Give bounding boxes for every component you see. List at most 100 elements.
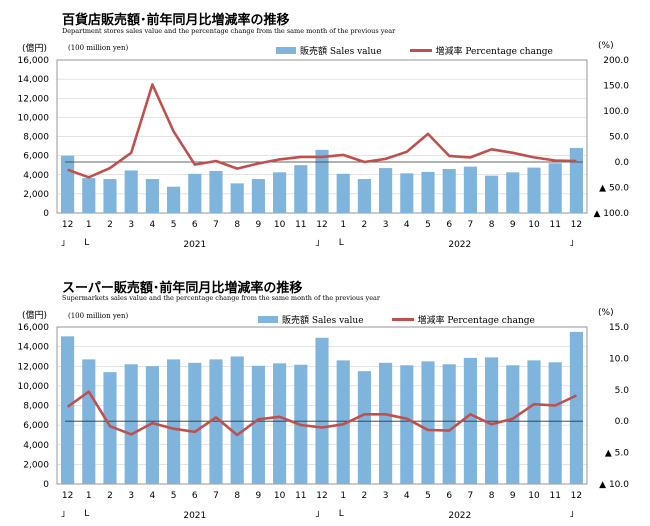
right-axis-unit: (%): [598, 308, 614, 318]
x-bracket-mark: 」: [61, 509, 70, 519]
bar: [188, 362, 202, 484]
left-tick-label: 0: [43, 209, 49, 219]
x-tick-label: 11: [549, 491, 560, 501]
bar: [167, 186, 181, 213]
left-tick-label: 10,000: [18, 382, 50, 392]
legend-bar-label: 販売額 Sales value: [282, 316, 364, 326]
right-tick-label: 10.0: [609, 354, 629, 364]
bar: [273, 363, 287, 484]
bar: [485, 175, 499, 213]
bar: [188, 173, 202, 213]
bar: [506, 172, 520, 213]
bar: [379, 168, 393, 213]
x-tick-label: 4: [404, 491, 410, 501]
x-year-label: 2022: [448, 240, 471, 250]
x-tick-label: 10: [528, 491, 540, 501]
bar: [209, 170, 223, 213]
x-bracket-mark: 」: [61, 238, 70, 248]
x-tick-label: 12: [62, 220, 73, 230]
left-tick-label: 16,000: [18, 323, 50, 333]
legend-bar-swatch: [258, 316, 278, 323]
x-tick-label: 4: [150, 220, 156, 230]
right-axis-unit: (%): [598, 41, 614, 51]
x-tick-label: 11: [295, 491, 306, 501]
x-tick-label: 9: [510, 491, 516, 501]
bar: [251, 365, 265, 484]
x-tick-label: 8: [489, 220, 495, 230]
x-tick-label: 9: [510, 220, 516, 230]
bar: [357, 371, 371, 484]
x-tick-label: 6: [446, 220, 452, 230]
x-tick-label: 1: [86, 491, 92, 501]
left-tick-label: 12,000: [18, 94, 50, 104]
x-tick-label: 3: [383, 491, 389, 501]
left-axis-unit: (億円): [22, 311, 48, 321]
x-tick-label: 12: [571, 220, 582, 230]
bar: [273, 172, 287, 213]
legend: 販売額 Sales value 増減率 Percentage change: [258, 313, 535, 326]
chart-title: 百貨店販売額･前年同月比増減率の推移: [62, 13, 290, 28]
bar: [442, 364, 456, 484]
bar: [103, 179, 117, 213]
left-tick-label: 14,000: [18, 343, 50, 353]
left-tick-label: 8,000: [23, 402, 49, 412]
x-tick-label: 5: [425, 491, 431, 501]
bar: [103, 372, 117, 484]
x-tick-label: 12: [62, 491, 73, 501]
right-tick-label: 0.0: [615, 417, 630, 427]
right-tick-label: ▲ 50.0: [599, 184, 629, 194]
left-tick-label: 4,000: [23, 441, 49, 451]
x-bracket-mark: 」: [570, 238, 579, 248]
x-tick-label: 7: [213, 491, 219, 501]
left-tick-label: 8,000: [23, 133, 49, 143]
x-tick-label: 12: [316, 491, 327, 501]
x-year-label: 2021: [183, 240, 206, 250]
x-tick-label: 10: [528, 220, 540, 230]
chart-plot: 0 2,000 4,000 6,000 8,000 10,000 12,000 14,000 1…: [18, 56, 630, 250]
right-tick-label: 5.0: [615, 386, 630, 396]
x-tick-label: 8: [234, 220, 240, 230]
left-tick-label: 6,000: [23, 152, 49, 162]
legend-line-swatch: [409, 49, 432, 52]
x-tick-label: 4: [404, 220, 410, 230]
right-tick-label: 100.0: [603, 107, 629, 117]
legend-bar-label: 販売額 Sales value: [300, 47, 382, 57]
right-tick-label: 50.0: [609, 133, 629, 143]
x-bracket-mark: L: [84, 238, 89, 248]
bar: [124, 170, 138, 213]
x-tick-label: 2: [107, 220, 113, 230]
bar: [548, 163, 562, 213]
left-axis-unit-en: (100 million yen): [68, 44, 129, 52]
x-tick-label: 6: [192, 491, 198, 501]
bar: [421, 171, 435, 213]
bar: [315, 337, 329, 484]
chart-subtitle: Supermarkets sales value and the percent…: [62, 294, 381, 302]
x-tick-label: 3: [383, 220, 389, 230]
bar: [379, 362, 393, 484]
chart-title: スーパー販売額･前年同月比増減率の推移: [62, 281, 303, 296]
x-tick-label: 10: [274, 220, 286, 230]
x-year-label: 2021: [183, 511, 206, 521]
x-tick-label: 8: [234, 491, 240, 501]
percentage-line: [67, 83, 577, 179]
left-tick-label: 0: [43, 480, 49, 490]
x-tick-label: 2: [362, 491, 368, 501]
x-tick-label: 5: [171, 491, 177, 501]
department-store-chart: 百貨店販売額･前年同月比増減率の推移 Department stores sal…: [0, 0, 650, 262]
x-tick-label: 4: [150, 491, 156, 501]
bar: [167, 359, 181, 484]
x-tick-label: 7: [468, 491, 474, 501]
right-tick-label: 15.0: [609, 323, 629, 333]
left-tick-label: 6,000: [23, 421, 49, 431]
x-tick-label: 1: [86, 220, 92, 230]
percentage-line: [66, 390, 577, 437]
left-tick-label: 4,000: [23, 171, 49, 181]
bar: [230, 356, 244, 484]
bar: [336, 173, 350, 213]
bar: [82, 178, 96, 213]
bar: [506, 365, 520, 484]
x-tick-label: 5: [425, 220, 431, 230]
bar: [230, 183, 244, 213]
